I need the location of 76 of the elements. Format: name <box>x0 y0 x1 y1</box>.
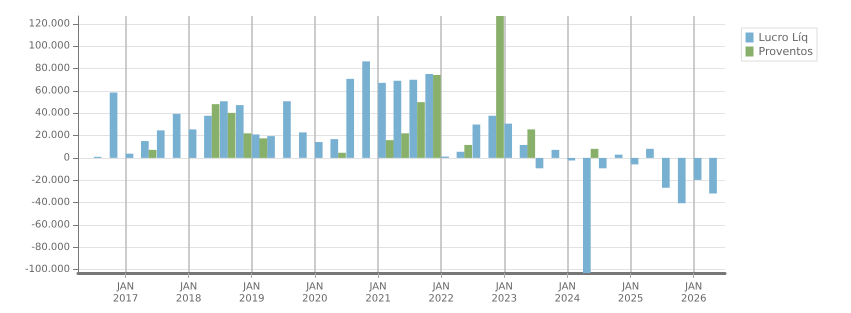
bar <box>614 154 622 158</box>
x-tick-label: JAN 2017 <box>112 282 138 304</box>
y-tick-label: 20.000 <box>35 130 70 142</box>
bar <box>527 129 536 158</box>
bar <box>141 141 149 158</box>
bar <box>148 150 156 158</box>
bar <box>590 148 598 158</box>
bar <box>260 138 268 158</box>
x-tick-label: JAN 2026 <box>680 282 706 304</box>
y-tick-label: -60.000 <box>31 219 70 230</box>
x-tick-label: JAN 2025 <box>618 282 644 304</box>
bar <box>362 61 370 158</box>
bar <box>338 152 346 158</box>
y-tick-label: -100.000 <box>25 264 70 276</box>
y-tick-label: 120.000 <box>28 18 70 30</box>
x-tick-label: JAN 2022 <box>428 282 454 304</box>
bar <box>662 158 670 188</box>
y-tick-label: 80.000 <box>35 63 70 74</box>
bar <box>204 116 212 158</box>
bar <box>496 16 504 158</box>
bar <box>267 136 275 158</box>
bar <box>394 80 402 158</box>
bar <box>126 154 134 158</box>
bar <box>694 158 702 180</box>
bar <box>188 129 196 158</box>
bar <box>536 158 544 168</box>
bar <box>433 75 441 158</box>
y-tick-label: 100.000 <box>28 40 70 52</box>
bar <box>409 80 418 158</box>
x-tick-label: JAN 2019 <box>238 282 264 304</box>
bar <box>456 152 464 158</box>
x-tick-label: JAN 2020 <box>302 282 328 304</box>
bar <box>314 142 323 158</box>
bar <box>252 134 260 158</box>
bar <box>464 144 472 158</box>
bar <box>298 132 307 158</box>
bar <box>220 101 228 158</box>
bar <box>346 78 354 158</box>
legend-label: Proventos <box>758 45 814 58</box>
bar <box>598 158 607 168</box>
bar <box>504 124 512 158</box>
bar <box>228 112 236 158</box>
bar <box>488 116 496 158</box>
bar <box>110 92 118 158</box>
bar <box>425 74 434 158</box>
bar <box>567 158 576 160</box>
y-tick-label: 0 <box>64 152 70 164</box>
bar <box>678 158 686 204</box>
bar <box>472 124 480 158</box>
y-tick-label: -40.000 <box>31 197 70 208</box>
y-tick-label: 60.000 <box>35 85 70 96</box>
bar <box>244 133 252 158</box>
bar <box>386 140 394 158</box>
bar <box>283 101 291 158</box>
bar <box>709 158 717 194</box>
y-tick-label: 40.000 <box>35 108 70 119</box>
bar <box>172 114 181 158</box>
bar <box>236 105 244 158</box>
bar <box>583 158 591 273</box>
x-tick-label: JAN 2023 <box>492 282 517 304</box>
bar <box>630 158 638 164</box>
bar <box>156 130 165 158</box>
bar <box>330 139 338 158</box>
x-tick-label: JAN 2021 <box>365 282 391 304</box>
bar <box>520 144 528 158</box>
bar <box>646 148 654 158</box>
y-tick-label: -20.000 <box>31 174 70 186</box>
legend-label: Lucro Líq <box>758 31 808 44</box>
x-tick-label: JAN 2018 <box>176 282 202 304</box>
bar <box>552 150 560 158</box>
y-tick-label: -80.000 <box>31 242 70 253</box>
bar <box>417 102 425 158</box>
bar <box>212 104 220 158</box>
x-tick-label: JAN 2024 <box>554 282 580 304</box>
bar <box>378 82 386 158</box>
bar <box>401 133 409 158</box>
